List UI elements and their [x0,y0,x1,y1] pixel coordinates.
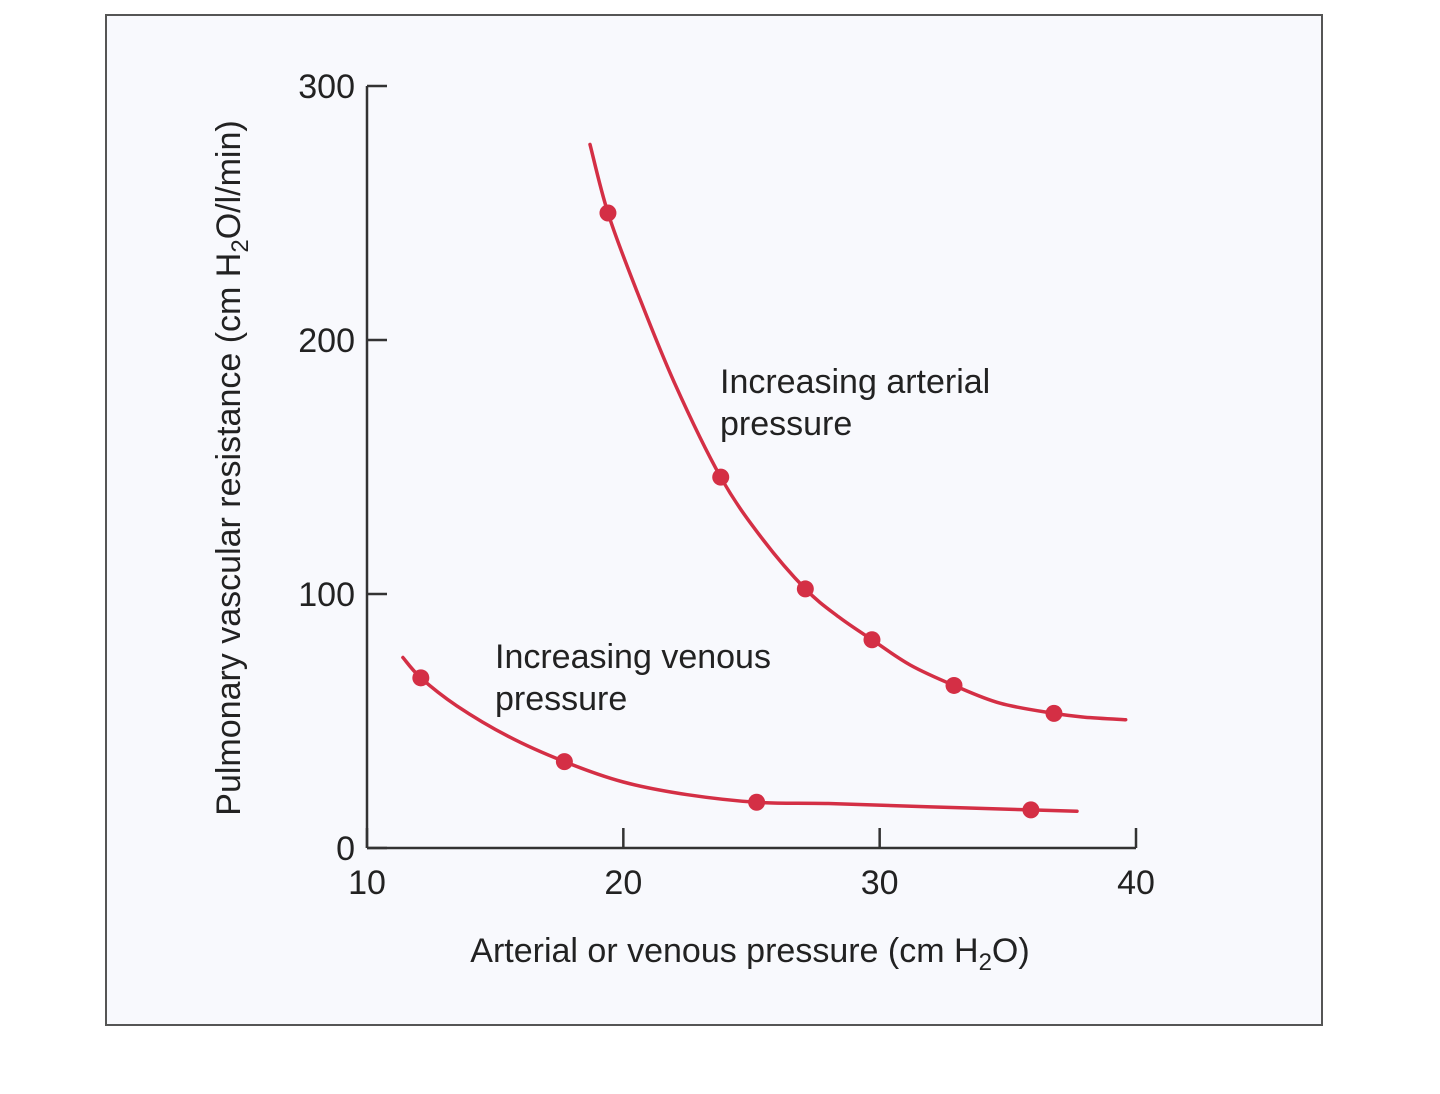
x-tick-label: 20 [604,864,642,902]
data-point-venous [555,753,573,771]
y-axis-title: Pulmonary vascular resistance (cm H2O/l/… [210,120,254,815]
x-ticks: 10 20 30 40 [348,828,1155,902]
series-line-venous [401,655,1079,813]
annotation-arterial: Increasing arterial pressure [720,363,1000,443]
x-tick-label: 30 [861,864,899,902]
y-tick-label: 300 [298,68,355,106]
x-axis-title-tail: O) [992,932,1030,970]
series-points [412,204,1063,819]
data-point-venous [1022,801,1040,819]
y-tick-label: 0 [336,830,355,868]
y-axis-title-main: Pulmonary vascular resistance (cm H [210,253,248,816]
data-point-arterial [599,204,617,222]
data-point-venous [748,793,766,811]
x-axis-title-subscript: 2 [979,949,992,976]
y-axis-title-subscript: 2 [227,239,254,252]
y-axis-title-tail: O/l/min) [210,120,248,239]
annotation-arterial-line-2: pressure [720,405,852,443]
annotation-arterial-line-1: Increasing arterial [720,363,990,401]
chart-axes [365,86,1136,850]
x-tick-label: 10 [348,864,386,902]
data-point-arterial [796,580,814,598]
series-line-arterial [588,142,1128,722]
x-tick-label: 40 [1117,864,1155,902]
x-axis-title-main: Arterial or venous pressure (cm H [470,932,978,970]
y-tick-label: 200 [298,322,355,360]
y-tick-label: 100 [298,576,355,614]
series-curves [401,142,1128,813]
data-point-venous [412,669,430,687]
data-point-arterial [863,631,881,649]
data-point-arterial [945,676,963,694]
annotation-venous: Increasing venous pressure [495,638,780,718]
y-ticks: 0 100 200 300 [298,68,387,868]
figure-frame [105,14,1323,1026]
data-point-arterial [712,468,730,486]
annotation-venous-line-1: Increasing venous [495,638,771,676]
data-point-arterial [1045,704,1063,722]
x-axis-title: Arterial or venous pressure (cm H2O) [470,932,1029,976]
annotation-venous-line-2: pressure [495,680,627,718]
